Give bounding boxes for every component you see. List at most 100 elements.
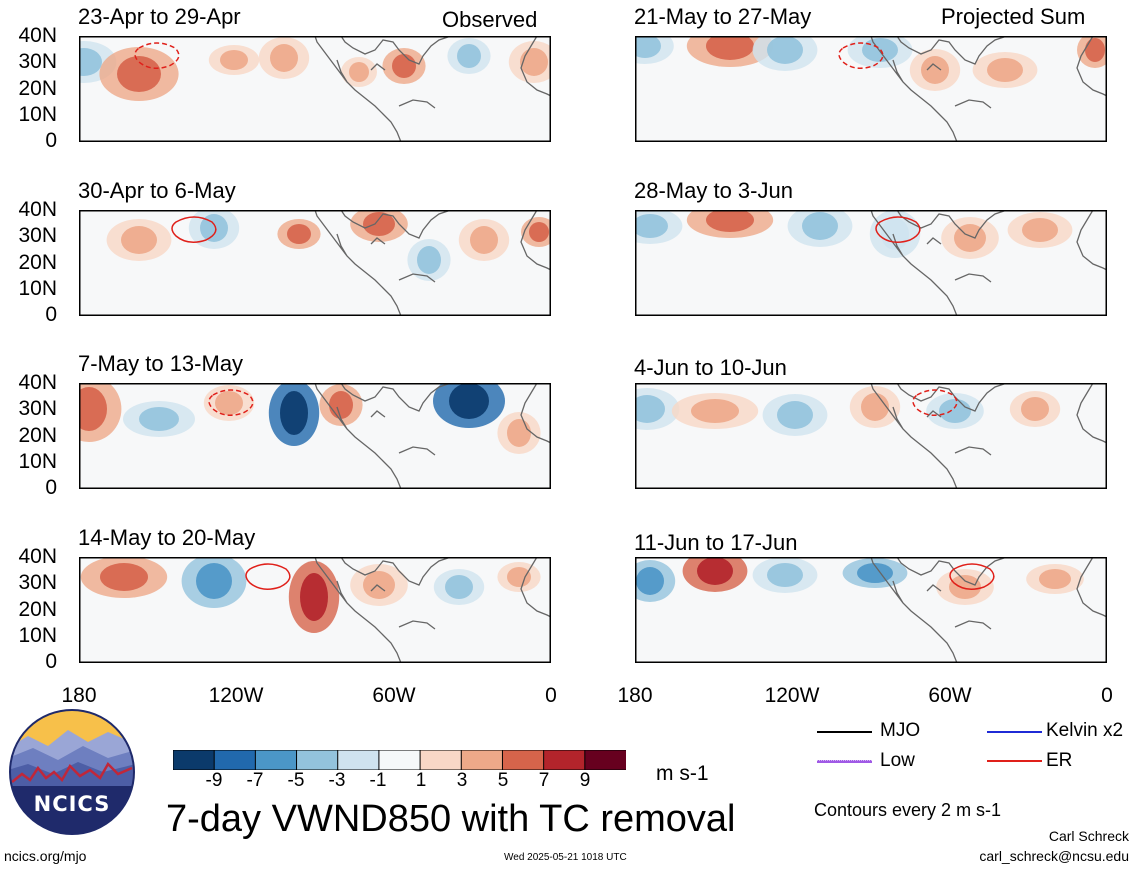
- footer-author: Carl Schreck: [1048, 828, 1129, 844]
- footer-url[interactable]: ncics.org/mjo: [4, 848, 87, 864]
- xtick-60w-left: 60W: [372, 684, 416, 707]
- ytick-40n: 40N: [18, 198, 57, 221]
- colorbar: [172, 749, 628, 771]
- map-panel-left-4: [79, 557, 551, 663]
- cb-label: -1: [369, 770, 387, 791]
- anomaly-core: [520, 48, 548, 76]
- map-panel-left-1: [79, 36, 551, 142]
- anomaly-core: [636, 567, 664, 595]
- ytick-20n: 20N: [18, 598, 57, 621]
- anomaly-core: [939, 399, 971, 423]
- anomaly-core: [200, 214, 228, 242]
- anomaly-core: [635, 214, 668, 238]
- colorbar-swatch: [501, 749, 545, 771]
- map-panel-right-2: [635, 210, 1107, 316]
- cb-label: -3: [328, 770, 346, 791]
- observed-label: Observed: [442, 7, 538, 32]
- ytick-20n: 20N: [18, 77, 57, 100]
- anomaly-core: [706, 36, 754, 60]
- coastline: [870, 36, 1107, 142]
- mjo-legend-label: MJO: [880, 720, 921, 741]
- anomaly-core: [449, 383, 489, 419]
- ncics-logo: NCICS: [8, 708, 136, 836]
- anomaly-core: [987, 58, 1023, 82]
- ytick-30n: 30N: [18, 224, 57, 247]
- anomaly-core: [691, 399, 739, 423]
- ytick-30n: 30N: [18, 571, 57, 594]
- ytick-20n: 20N: [18, 424, 57, 447]
- coastline: [314, 36, 551, 142]
- er-contour: [134, 42, 180, 69]
- map-panel-left-3: [79, 383, 551, 489]
- anomaly-core: [417, 246, 441, 274]
- ytick-0: 0: [45, 129, 57, 152]
- coastline: [314, 210, 551, 316]
- panel-title-right-3: 4-Jun to 10-Jun: [634, 355, 787, 380]
- panel-title-left-3: 7-May to 13-May: [78, 351, 244, 376]
- anomaly-core: [392, 54, 416, 78]
- map-frame: [79, 36, 551, 142]
- er-contour: [912, 389, 958, 416]
- xtick-0-right: 0: [1101, 684, 1113, 707]
- anomaly-core: [79, 48, 102, 76]
- ytick-0: 0: [45, 650, 57, 673]
- anomaly-core: [507, 567, 531, 587]
- kelvin-legend-label: Kelvin x2: [1046, 720, 1124, 741]
- map-frame: [635, 383, 1107, 489]
- er-legend-label: ER: [1046, 750, 1073, 771]
- panel-title-left-2: 30-Apr to 6-May: [78, 178, 236, 203]
- colorbar-swatches: [172, 749, 628, 771]
- ytick-40n: 40N: [18, 545, 57, 568]
- coastline: [314, 383, 551, 489]
- er-contour: [171, 216, 217, 243]
- anomaly-core: [270, 44, 298, 72]
- cb-label: 5: [497, 770, 509, 791]
- anomaly-core: [220, 50, 248, 70]
- anomaly-core: [329, 391, 353, 419]
- anomaly-core: [280, 391, 308, 435]
- ytick-40n: 40N: [18, 24, 57, 47]
- map-frame: [635, 36, 1107, 142]
- cb-label: 7: [538, 770, 550, 791]
- colorbar-swatch: [419, 749, 463, 771]
- anomaly-core: [777, 401, 813, 429]
- xtick-180-right: 180: [617, 684, 653, 707]
- anomaly-core: [100, 563, 148, 591]
- anomaly-core: [363, 571, 395, 599]
- xtick-60w-right: 60W: [928, 684, 972, 707]
- ytick-20n: 20N: [18, 251, 57, 274]
- anomaly-core: [445, 575, 473, 599]
- panel-title-right-4: 11-Jun to 17-Jun: [634, 530, 798, 555]
- xtick-120w-left: 120W: [208, 684, 264, 707]
- main-title: 7-day VWND850 with TC removal: [166, 798, 736, 840]
- colorbar-swatch: [254, 749, 298, 771]
- coastline: [870, 383, 1107, 489]
- anomaly-core: [861, 393, 889, 421]
- cb-label: 3: [456, 770, 468, 791]
- anomaly-core: [457, 44, 481, 68]
- low-legend-line: [817, 760, 872, 763]
- anomaly-core: [139, 407, 179, 431]
- coastline: [870, 557, 1107, 663]
- footer-email[interactable]: carl_schreck@ncsu.edu: [979, 848, 1129, 864]
- cb-label: 9: [579, 770, 591, 791]
- er-contour: [838, 42, 884, 69]
- colorbar-units: m s-1: [656, 762, 709, 785]
- colorbar-swatch: [543, 749, 586, 771]
- anomaly-core: [635, 395, 665, 423]
- colorbar-swatch: [460, 749, 504, 771]
- map-frame: [79, 383, 551, 489]
- anomaly-core: [767, 563, 803, 587]
- ytick-0: 0: [45, 476, 57, 499]
- map-panel-right-3: [635, 383, 1107, 489]
- xtick-0-left: 0: [545, 684, 557, 707]
- kelvin-legend-line: [987, 731, 1042, 733]
- colorbar-swatch: [172, 749, 216, 771]
- map-frame: [79, 557, 551, 663]
- anomaly-core: [363, 212, 395, 236]
- er-contour: [949, 563, 995, 590]
- cb-label: -7: [246, 770, 264, 791]
- ytick-10n: 10N: [18, 450, 57, 473]
- ytick-40n: 40N: [18, 371, 57, 394]
- anomaly-core: [1085, 38, 1105, 62]
